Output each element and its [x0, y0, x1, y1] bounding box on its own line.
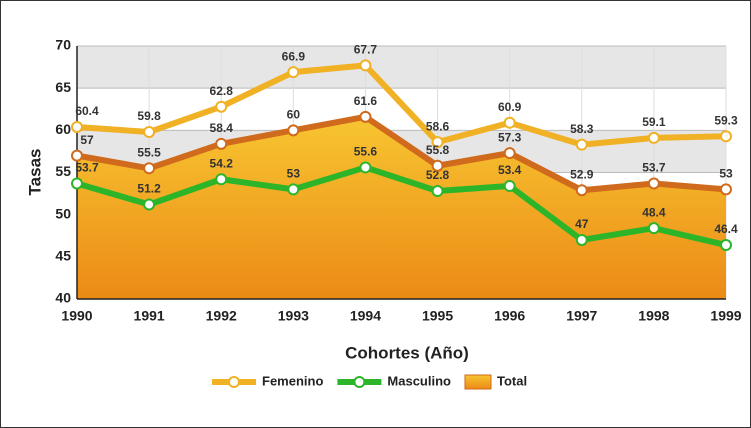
data-label: 53 [287, 167, 301, 181]
data-label: 66.9 [282, 49, 306, 63]
data-label: 48.4 [642, 205, 666, 219]
marker [503, 179, 516, 192]
grid-band [77, 46, 726, 89]
legend-swatch [464, 374, 492, 390]
legend-marker [228, 376, 240, 388]
data-label: 51.2 [137, 182, 161, 196]
x-tick-label: 1991 [134, 308, 165, 324]
data-label: 53 [719, 167, 733, 181]
x-tick-label: 1993 [278, 308, 309, 324]
marker [720, 239, 732, 252]
data-label: 47 [575, 217, 589, 231]
y-tick-label: 65 [55, 79, 71, 95]
x-tick-label: 1997 [566, 308, 597, 324]
data-label: 58.6 [426, 119, 450, 133]
x-axis-label: Cohortes (Año) [345, 343, 469, 362]
y-tick-label: 45 [55, 248, 71, 264]
data-label: 55.8 [426, 143, 450, 157]
marker [575, 233, 588, 246]
marker [287, 66, 300, 79]
marker [359, 59, 372, 72]
data-label: 58.3 [570, 122, 594, 136]
marker [720, 183, 732, 196]
marker [431, 136, 444, 149]
x-tick-label: 1999 [710, 308, 741, 324]
marker [575, 138, 588, 151]
marker [71, 120, 83, 133]
legend-label: Masculino [387, 373, 451, 388]
legend-label: Total [497, 373, 527, 388]
data-label: 62.8 [210, 84, 234, 98]
y-tick-label: 40 [55, 290, 71, 306]
x-tick-label: 1998 [638, 308, 669, 324]
data-label: 60.4 [75, 104, 99, 118]
marker [287, 124, 300, 137]
marker [359, 161, 372, 174]
data-label: 67.7 [354, 43, 378, 57]
data-label: 59.3 [714, 113, 738, 127]
x-tick-label: 1994 [350, 308, 381, 324]
marker [431, 185, 444, 198]
marker [503, 116, 516, 129]
data-label: 57.3 [498, 130, 522, 144]
x-tick-label: 1996 [494, 308, 525, 324]
marker [647, 131, 660, 144]
marker [575, 184, 588, 197]
marker [215, 173, 228, 186]
marker [647, 222, 660, 235]
marker [359, 110, 372, 123]
marker [431, 159, 444, 172]
data-label: 55.6 [354, 145, 378, 159]
data-label: 53.4 [498, 163, 522, 177]
x-tick-label: 1990 [61, 308, 92, 324]
y-tick-label: 70 [55, 37, 71, 53]
marker [215, 100, 228, 113]
marker [71, 149, 83, 162]
y-tick-label: 50 [55, 205, 71, 221]
marker [647, 177, 660, 190]
data-label: 46.4 [714, 222, 738, 236]
data-label: 53.7 [642, 161, 666, 175]
data-label: 57 [80, 133, 94, 147]
data-label: 60 [287, 108, 301, 122]
y-tick-label: 55 [55, 163, 71, 179]
data-label: 54.2 [210, 156, 234, 170]
data-label: 60.9 [498, 100, 522, 114]
data-label: 58.4 [210, 121, 234, 135]
x-tick-label: 1992 [206, 308, 237, 324]
data-label: 53.7 [75, 161, 99, 175]
legend-label: Femenino [262, 373, 323, 388]
area [77, 116, 726, 299]
marker [503, 147, 516, 160]
marker [215, 137, 228, 150]
marker [71, 177, 83, 190]
marker [287, 183, 300, 196]
data-label: 55.5 [137, 145, 161, 159]
data-label: 52.9 [570, 167, 594, 181]
x-tick-label: 1995 [422, 308, 453, 324]
data-label: 59.8 [137, 109, 161, 123]
marker [143, 126, 156, 139]
y-tick-label: 60 [55, 121, 71, 137]
data-label: 61.6 [354, 94, 378, 108]
data-label: 52.8 [426, 168, 450, 182]
marker [143, 198, 156, 211]
line [76, 62, 727, 148]
y-axis-label: Tasas [25, 149, 44, 196]
data-label: 59.1 [642, 115, 666, 129]
marker [143, 162, 156, 175]
line [76, 164, 727, 248]
line [76, 113, 727, 194]
legend-marker [353, 376, 366, 388]
marker [720, 130, 732, 143]
